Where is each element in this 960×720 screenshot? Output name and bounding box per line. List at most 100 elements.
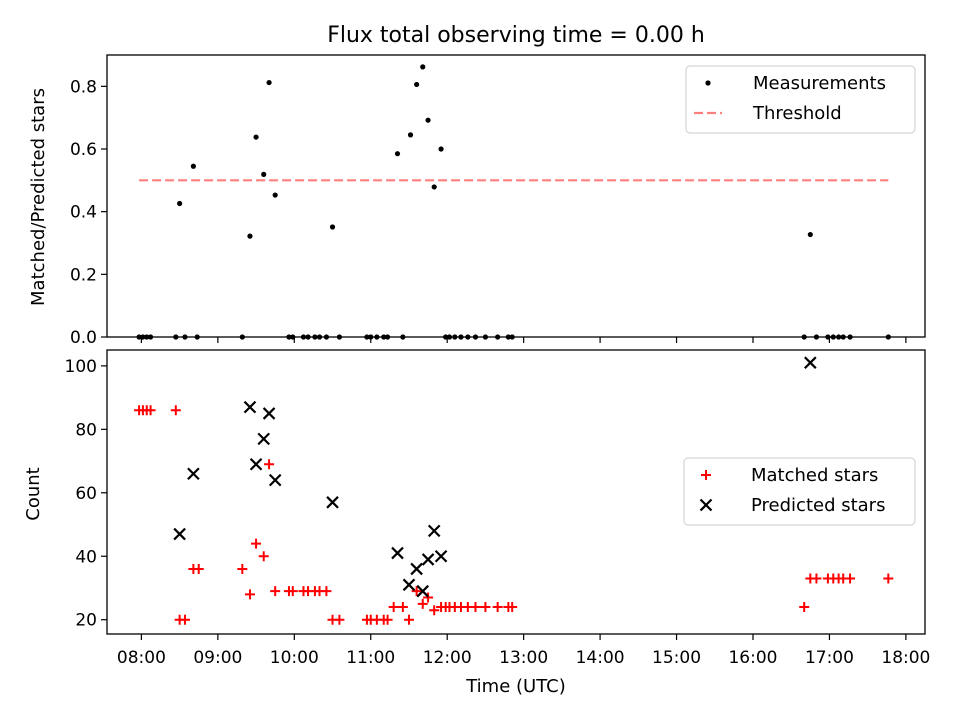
x-tick-label: 09:00 xyxy=(193,648,242,668)
matched-stars-point xyxy=(264,459,275,470)
axes-frame xyxy=(106,54,926,338)
top-panel: 0.0 0.2 0.4 0.6 0.8 Measurements Threshold xyxy=(70,54,926,348)
matched-stars-point xyxy=(270,586,281,597)
predicted-stars-point xyxy=(427,524,441,538)
y-tick-label: 0.4 xyxy=(70,203,97,223)
matched-stars-point xyxy=(321,586,332,597)
matched-stars-point xyxy=(145,405,156,416)
matched-stars-point xyxy=(287,586,298,597)
legend-marker xyxy=(701,470,711,480)
predicted-stars-point xyxy=(257,432,270,446)
legend-marker xyxy=(705,80,711,86)
matched-stars-point xyxy=(507,602,518,613)
measurement-point xyxy=(438,146,444,152)
matched-stars-point xyxy=(403,614,414,625)
matched-stars-point xyxy=(179,614,190,625)
predicted-stars-point xyxy=(262,407,276,420)
y-tick-label: 80 xyxy=(75,420,97,440)
measurement-point xyxy=(807,231,813,238)
x-axis-label: Time (UTC) xyxy=(465,676,566,697)
predicted-stars-point xyxy=(434,549,448,563)
matched-stars-point xyxy=(411,586,422,597)
matched-stars-point xyxy=(417,598,428,609)
y-tick-label: 0.6 xyxy=(70,140,97,160)
measurement-point xyxy=(261,171,267,177)
matched-stars-point xyxy=(397,602,408,613)
predicted-stars-point xyxy=(391,546,404,560)
x-tick-label: 14:00 xyxy=(576,648,625,668)
matched-stars-point xyxy=(244,589,255,600)
legend-label: Threshold xyxy=(752,103,842,124)
predicted-stars-point xyxy=(173,527,186,541)
measurement-point xyxy=(190,163,196,169)
matched-stars-point xyxy=(492,602,503,613)
x-tick-label: 15:00 xyxy=(652,648,701,668)
y-tick-label: 0.8 xyxy=(70,77,97,97)
predicted-stars-point xyxy=(187,467,200,481)
chart-title: Flux total observing time = 0.00 h xyxy=(327,23,705,48)
measurement-point xyxy=(177,200,183,207)
matched-stars-point xyxy=(170,405,181,416)
measurement-point xyxy=(329,224,336,230)
predicted-stars-point xyxy=(268,473,282,487)
legend-label: Measurements xyxy=(753,73,886,94)
y-tick-label: 60 xyxy=(75,484,97,504)
x-tick-label: 18:00 xyxy=(881,648,930,668)
legend-box xyxy=(685,65,916,134)
measurement-point xyxy=(266,79,272,86)
predicted-stars-point xyxy=(249,457,263,471)
predicted-stars-point xyxy=(410,562,423,576)
matched-stars-point xyxy=(429,605,440,616)
predicted-stars-point xyxy=(326,496,339,509)
matched-stars-point xyxy=(423,592,434,603)
predicted-stars-point xyxy=(402,578,416,592)
matched-stars-point xyxy=(382,614,393,625)
predicted-stars-point xyxy=(243,400,257,414)
matched-stars-point xyxy=(388,602,399,613)
x-tick-label: 08:00 xyxy=(117,648,166,668)
measurement-point xyxy=(425,117,431,123)
measurement-point xyxy=(394,151,401,157)
matched-stars-point xyxy=(799,602,810,613)
predicted-stars-point xyxy=(416,584,430,598)
bottom-y-axis-label: Count xyxy=(23,467,44,520)
matched-stars-point xyxy=(470,602,481,613)
predicted-stars-point xyxy=(804,356,817,369)
matched-stars-point xyxy=(193,563,204,574)
bottom-panel: 20 40 60 80 100 08:00 09:00 10:00 11:00 12:00 13:0… xyxy=(65,349,930,668)
measurement-point xyxy=(431,184,437,190)
legend-label: Predicted stars xyxy=(751,495,885,516)
x-tick-label: 12:00 xyxy=(423,648,472,668)
x-tick-label: 13:00 xyxy=(499,648,548,668)
y-tick-label: 0.0 xyxy=(70,328,97,348)
y-tick-label: 0.2 xyxy=(70,265,97,285)
x-tick-label: 10:00 xyxy=(270,648,319,668)
measurement-point xyxy=(247,233,253,239)
matched-stars-point xyxy=(251,538,262,549)
x-tick-label: 17:00 xyxy=(805,648,854,668)
y-tick-label: 20 xyxy=(75,611,97,631)
matched-stars-point xyxy=(334,614,345,625)
axes-frame xyxy=(106,349,926,635)
y-tick-label: 100 xyxy=(65,357,97,377)
top-y-axis-label: Matched/Predicted stars xyxy=(28,88,49,306)
legend-box xyxy=(683,457,916,526)
matched-stars-point xyxy=(845,573,856,584)
x-tick-label: 11:00 xyxy=(346,648,395,668)
legend-marker xyxy=(699,498,713,512)
measurement-point xyxy=(420,64,426,70)
measurement-point xyxy=(253,134,259,140)
measurement-point xyxy=(407,132,414,138)
matched-stars-point xyxy=(480,602,491,613)
matched-stars-point xyxy=(883,573,894,584)
x-tick-label: 16:00 xyxy=(728,648,777,668)
predicted-stars-point xyxy=(421,553,435,566)
matched-stars-point xyxy=(258,551,269,562)
legend-label: Matched stars xyxy=(751,465,878,486)
y-tick-label: 40 xyxy=(75,547,97,567)
matched-stars-point xyxy=(811,573,822,584)
measurement-point xyxy=(414,81,420,88)
measurement-point xyxy=(272,192,278,198)
matched-stars-point xyxy=(237,563,248,574)
